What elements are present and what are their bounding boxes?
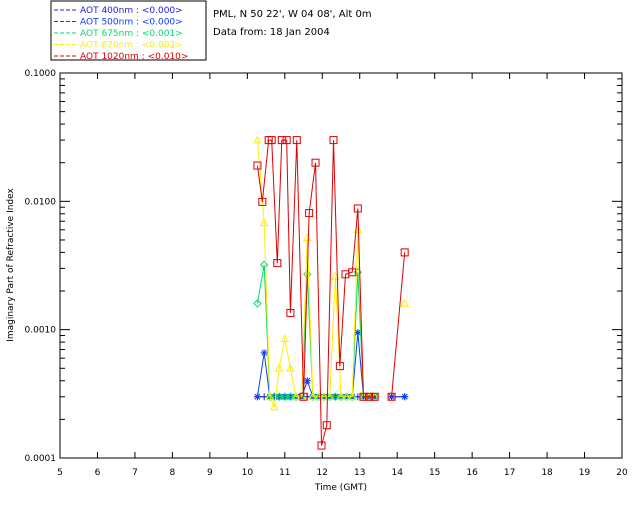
x-tick-label: 18 <box>541 468 553 478</box>
data-point <box>277 136 286 145</box>
legend-label: AOT 400nm : <0.000> <box>80 6 183 16</box>
y-tick-label: 0.0001 <box>25 454 57 464</box>
data-point <box>269 402 279 411</box>
data-point <box>292 136 301 145</box>
data-point <box>286 363 295 372</box>
x-tick-label: 8 <box>170 468 176 478</box>
x-tick-label: 11 <box>279 468 290 478</box>
data-point <box>359 392 368 401</box>
x-axis-label: Time (GMT) <box>314 483 367 493</box>
data-point <box>259 218 269 227</box>
y-axis: 0.0001 0.0010 0.0100 0.1000 <box>25 69 622 464</box>
data-point <box>325 392 335 401</box>
x-tick-label: 13 <box>354 468 365 478</box>
data-point <box>365 392 374 401</box>
data-point <box>401 393 409 401</box>
x-tick-label: 12 <box>317 468 328 478</box>
series-line <box>256 264 375 398</box>
data-point <box>280 334 290 343</box>
date-label: Data from: 18 Jan 2004 <box>213 27 330 38</box>
series-layer <box>253 135 410 450</box>
legend-label: AOT 1020nm : <0.010> <box>80 52 188 62</box>
data-point <box>253 135 262 144</box>
data-point <box>348 392 357 401</box>
data-point <box>319 392 329 401</box>
x-axis: 5 6 7 8 9 10 11 12 13 14 15 16 17 18 19 20 <box>57 73 628 478</box>
data-point <box>329 136 338 145</box>
data-point <box>259 260 269 270</box>
data-point <box>336 392 346 401</box>
x-tick-label: 20 <box>616 468 628 478</box>
plot-frame <box>59 72 623 459</box>
data-point <box>291 392 301 401</box>
series-line <box>256 140 375 409</box>
data-point <box>319 392 329 401</box>
x-tick-label: 6 <box>95 468 101 478</box>
y-tick-label: 0.0010 <box>25 326 57 336</box>
data-point <box>305 209 314 218</box>
data-point <box>302 233 312 242</box>
data-point <box>273 259 282 268</box>
data-point <box>370 392 379 401</box>
series-line <box>256 332 375 398</box>
data-point <box>260 349 268 357</box>
y-axis-label: Imaginary Part of Refractive Index <box>6 187 16 341</box>
data-point <box>336 392 346 401</box>
x-tick-label: 7 <box>132 468 138 478</box>
x-tick-label: 5 <box>57 468 63 478</box>
legend-label: AOT 870nm : <0.002> <box>80 41 183 51</box>
data-point <box>400 248 409 257</box>
data-point <box>322 421 331 430</box>
x-tick-label: 14 <box>391 468 403 478</box>
data-point <box>253 393 261 401</box>
x-tick-label: 10 <box>242 468 254 478</box>
series-4 <box>253 136 409 450</box>
data-point <box>253 299 262 308</box>
data-point <box>258 197 267 206</box>
y-tick-label: 0.0100 <box>25 197 57 207</box>
data-point <box>331 392 340 401</box>
data-point <box>280 392 290 401</box>
data-point <box>286 308 295 317</box>
data-point <box>267 136 276 145</box>
y-tick-label: 0.1000 <box>25 69 57 79</box>
data-point <box>311 158 320 167</box>
data-point <box>274 392 284 401</box>
series-line <box>256 139 375 446</box>
data-point <box>253 161 262 170</box>
data-point <box>299 392 308 401</box>
data-point <box>348 268 357 277</box>
x-tick-label: 15 <box>429 468 440 478</box>
legend: AOT 400nm : <0.000>AOT 500nm : <0.000>AO… <box>50 0 207 62</box>
data-point <box>387 392 396 401</box>
data-point <box>303 377 311 385</box>
series-3 <box>253 135 410 411</box>
data-point <box>347 392 357 401</box>
data-point <box>286 392 295 401</box>
legend-label: AOT 500nm : <0.000> <box>80 18 183 28</box>
x-tick-label: 16 <box>466 468 478 478</box>
data-point <box>291 392 301 401</box>
x-tick-label: 19 <box>579 468 591 478</box>
data-point <box>342 392 351 401</box>
data-point <box>400 298 410 307</box>
data-point <box>308 392 318 401</box>
data-point <box>274 363 284 372</box>
data-point <box>282 136 291 145</box>
data-point <box>342 392 351 401</box>
legend-label: AOT 675nm : <0.001> <box>80 29 183 39</box>
data-point <box>317 441 326 450</box>
data-point <box>335 362 344 371</box>
data-point <box>265 392 275 401</box>
site-label: PML, N 50 22', W 04 08', Alt 0m <box>213 9 372 20</box>
data-point <box>353 204 362 213</box>
series-line <box>391 252 406 397</box>
x-tick-label: 9 <box>207 468 213 478</box>
data-point <box>308 392 318 401</box>
x-tick-label: 17 <box>504 468 515 478</box>
